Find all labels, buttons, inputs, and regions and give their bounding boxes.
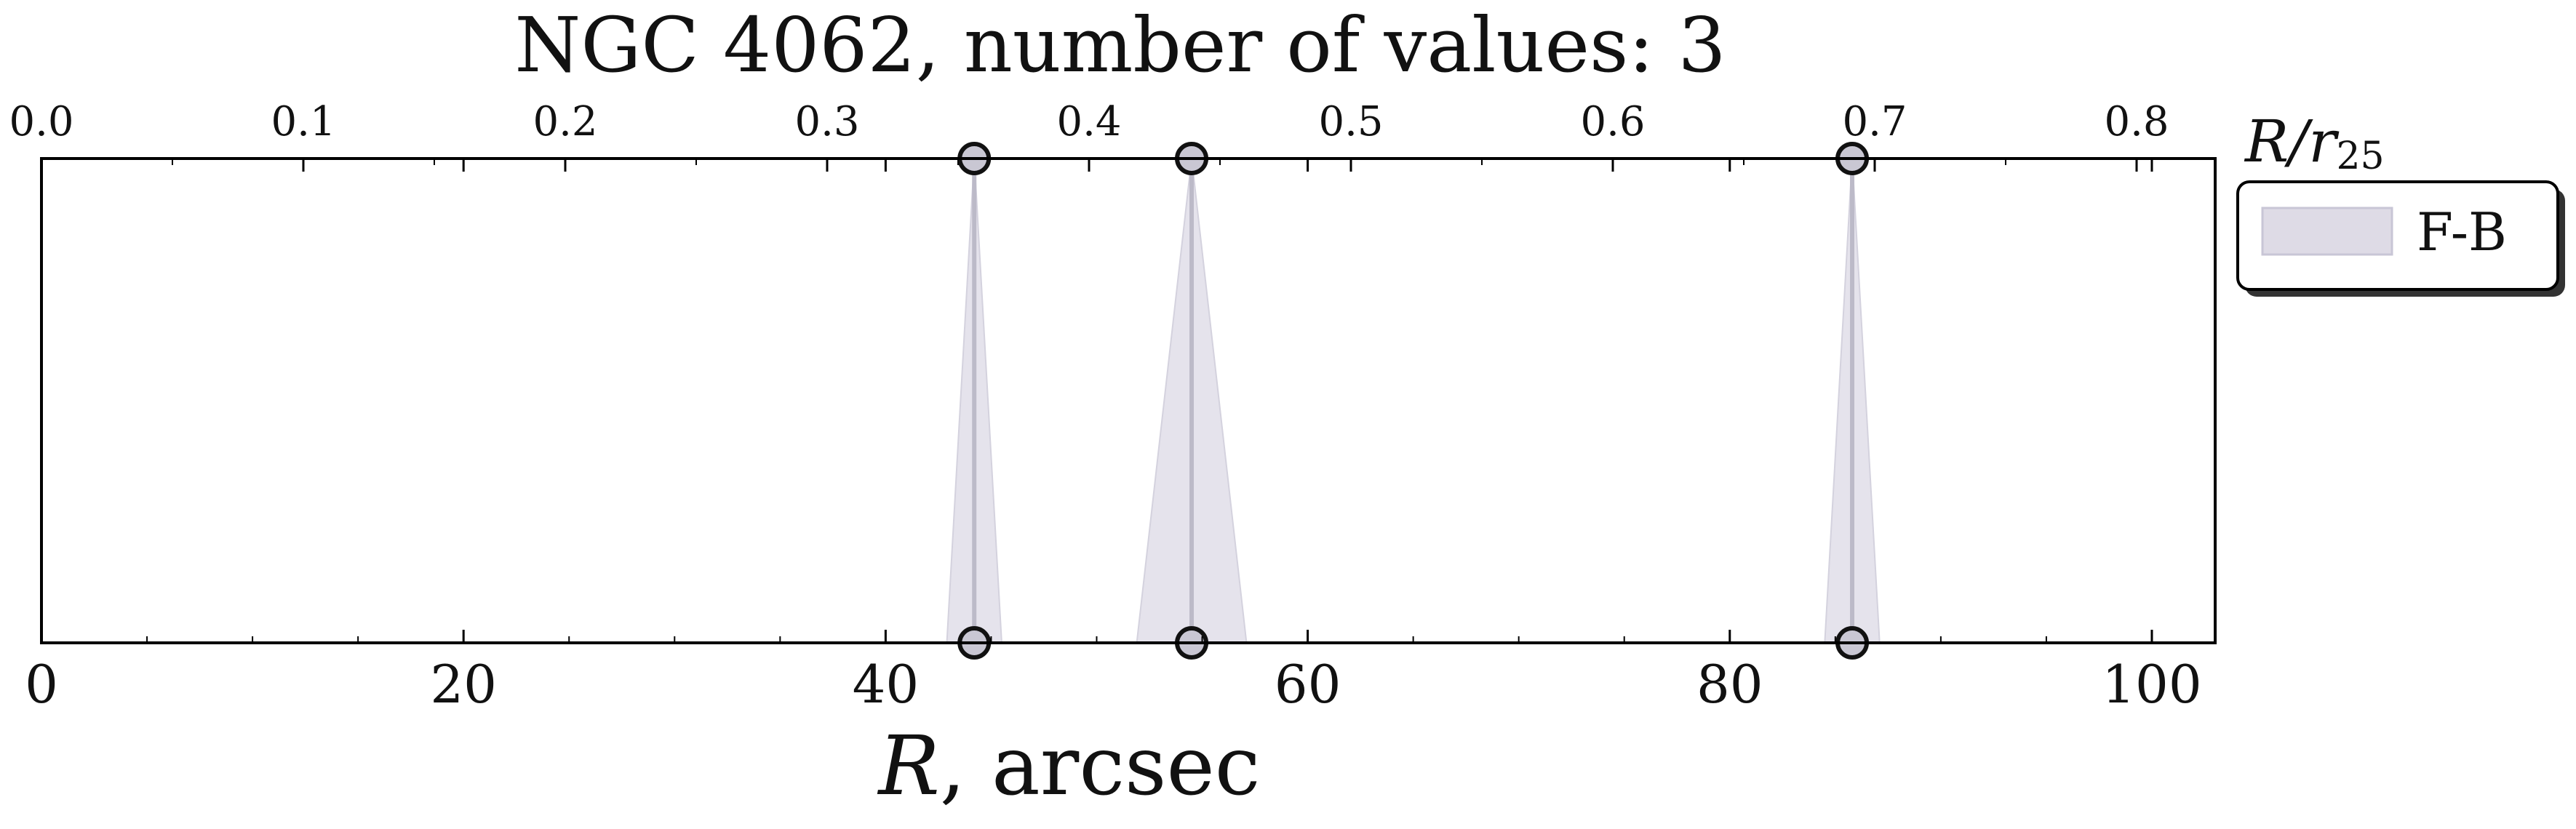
x-axis-label-unit: , arcsec: [940, 719, 1261, 814]
top-tick-label: 0.7: [1842, 98, 1907, 145]
top-axis-label-sub: 25: [2336, 135, 2384, 178]
bottom-axis-ticks: 0 20 40 60 80 100: [25, 159, 2202, 715]
legend: F-B: [2236, 180, 2565, 297]
top-tick-label: 0.5: [1318, 98, 1383, 145]
chart-title: NGC 4062, number of values: 3: [514, 1, 1726, 89]
top-axis-ticks: 0.0 0.1 0.2 0.3 0.4 0.5 0.6 0.7 0.8: [9, 98, 2169, 172]
top-tick-label: 0.8: [2104, 98, 2169, 145]
bottom-tick-label: 0: [25, 654, 58, 715]
bottom-tick-label: 60: [1275, 654, 1341, 715]
top-axis-label: R/r25: [2244, 108, 2385, 178]
bottom-tick-label: 40: [853, 654, 920, 715]
bottom-tick-label: 20: [430, 654, 497, 715]
top-axis-label-var: R/r: [2244, 108, 2340, 175]
x-axis-label-var: R: [877, 719, 939, 814]
x-axis-label: R, arcsec: [877, 719, 1260, 814]
top-tick-label: 0.4: [1056, 98, 1121, 145]
top-tick-label: 0.3: [794, 98, 859, 145]
plot-frame: [40, 157, 2217, 644]
bottom-tick-label: 80: [1696, 654, 1763, 715]
legend-label: F-B: [2417, 201, 2507, 263]
top-tick-label: 0.1: [271, 98, 335, 145]
top-tick-label: 0.0: [9, 98, 73, 145]
data-layer: [946, 142, 1881, 660]
legend-swatch: [2261, 207, 2393, 256]
bottom-tick-label: 100: [2102, 654, 2201, 715]
top-tick-label: 0.2: [533, 98, 597, 145]
top-tick-label: 0.6: [1580, 98, 1645, 145]
